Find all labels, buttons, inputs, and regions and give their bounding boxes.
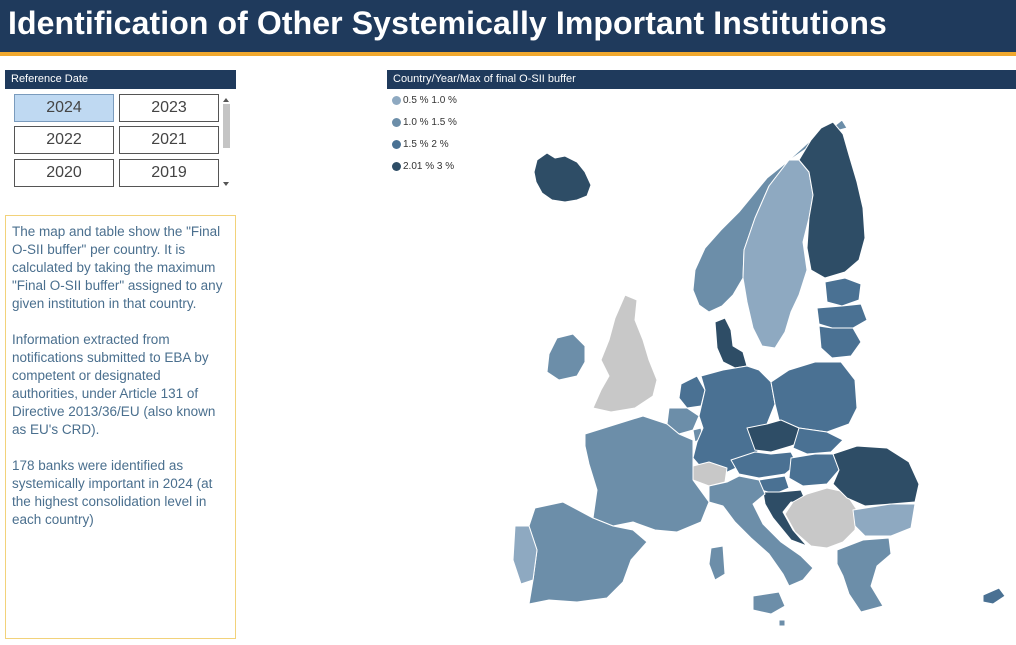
legend-label: 2.01 % 3 % (403, 161, 455, 172)
country-italy-sardinia[interactable] (708, 545, 726, 581)
legend-label: 1.5 % 2 % (403, 139, 449, 150)
map-legend: 0.5 % 1.0 % 1.0 % 1.5 % 1.5 % 2 % 2.01 %… (392, 94, 457, 182)
scroll-up-icon[interactable] (223, 98, 229, 102)
legend-dot-icon (392, 118, 401, 127)
reference-date-slicer-title: Reference Date (5, 70, 236, 89)
year-button-2022[interactable]: 2022 (14, 126, 114, 154)
scroll-thumb[interactable] (223, 104, 230, 148)
legend-label: 0.5 % 1.0 % (403, 95, 457, 106)
legend-item: 1.5 % 2 % (392, 138, 457, 160)
slicer-scrollbar[interactable] (222, 98, 231, 186)
country-romania[interactable] (832, 445, 920, 507)
country-iceland[interactable] (533, 152, 592, 203)
country-ireland[interactable] (546, 333, 586, 381)
year-button-2023[interactable]: 2023 (119, 94, 219, 122)
country-estonia[interactable] (824, 277, 862, 307)
year-button-2024[interactable]: 2024 (14, 94, 114, 122)
country-poland[interactable] (770, 361, 858, 433)
country-italy[interactable] (708, 475, 814, 587)
info-paragraph-definition: The map and table show the "Final O-SII … (12, 224, 223, 311)
legend-dot-icon (392, 140, 401, 149)
year-button-2020[interactable]: 2020 (14, 159, 114, 187)
year-button-2019[interactable]: 2019 (119, 159, 219, 187)
country-croatia[interactable] (762, 489, 808, 547)
year-button-2021[interactable]: 2021 (119, 126, 219, 154)
country-greece[interactable] (836, 537, 892, 613)
legend-item: 2.01 % 3 % (392, 160, 457, 182)
country-bulgaria[interactable] (852, 503, 916, 537)
country-slovakia[interactable] (792, 427, 844, 455)
country-denmark[interactable] (714, 317, 748, 369)
info-paragraph-source: Information extracted from notifications… (12, 332, 216, 437)
country-malta[interactable] (778, 619, 786, 627)
country-sweden[interactable] (742, 159, 814, 349)
legend-item: 0.5 % 1.0 % (392, 94, 457, 116)
country-uk[interactable] (592, 294, 658, 413)
info-text-box: The map and table show the "Final O-SII … (5, 215, 236, 639)
country-norway[interactable] (692, 119, 848, 313)
page-header: Identification of Other Systemically Imp… (0, 0, 1016, 56)
info-paragraph-count: 178 banks were identified as systemicall… (12, 458, 213, 527)
legend-item: 1.0 % 1.5 % (392, 116, 457, 138)
legend-dot-icon (392, 162, 401, 171)
country-portugal[interactable] (512, 525, 538, 585)
europe-map (512, 119, 1006, 627)
country-netherlands[interactable] (678, 375, 706, 409)
country-cyprus[interactable] (982, 587, 1006, 605)
country-hungary[interactable] (788, 453, 840, 487)
country-latvia[interactable] (816, 303, 868, 329)
country-france[interactable] (584, 415, 710, 533)
legend-label: 1.0 % 1.5 % (403, 117, 457, 128)
map-title: Country/Year/Max of final O-SII buffer (387, 70, 1016, 89)
country-lithuania[interactable] (818, 325, 862, 359)
reference-date-slicer: 2024 2023 2022 2021 2020 2019 (5, 89, 236, 189)
country-italy-sicily[interactable] (752, 591, 786, 615)
country-finland[interactable] (798, 121, 866, 279)
page-title: Identification of Other Systemically Imp… (8, 5, 887, 41)
legend-dot-icon (392, 96, 401, 105)
scroll-down-icon[interactable] (223, 182, 229, 186)
